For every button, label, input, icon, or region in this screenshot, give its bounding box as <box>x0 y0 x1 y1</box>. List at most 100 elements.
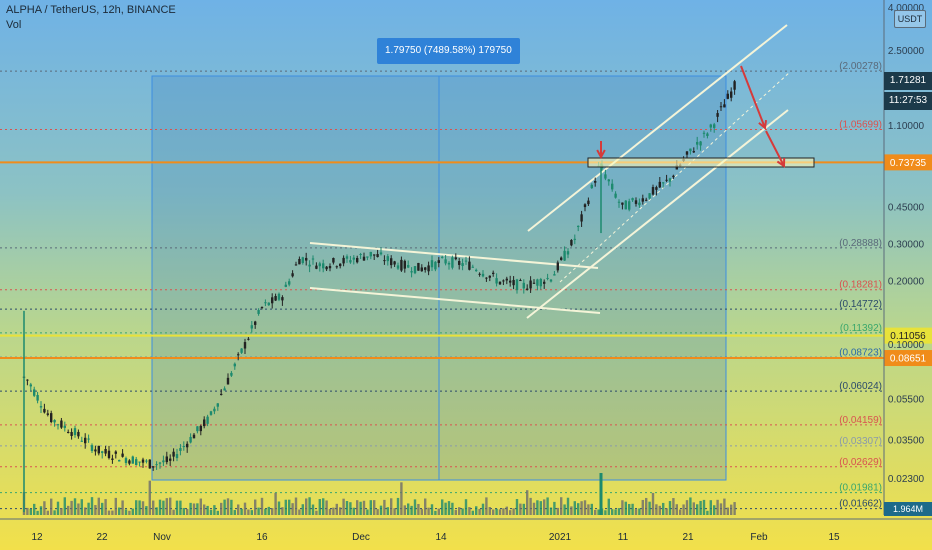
candle-body-92 <box>335 266 338 268</box>
volume-bar-53 <box>203 504 206 515</box>
candle-body-51 <box>196 426 199 432</box>
volume-bar-22 <box>97 497 100 515</box>
volume-bar-32 <box>131 508 134 515</box>
volume-bar-200 <box>702 499 706 515</box>
volume-bar-179 <box>631 503 634 515</box>
candle-body-14 <box>70 431 73 436</box>
volume-bar-62 <box>233 510 236 515</box>
candle-body-207 <box>726 93 729 99</box>
volume-bar-100 <box>362 500 366 515</box>
volume-bar-50 <box>192 503 196 515</box>
volume-bar-121 <box>434 510 437 515</box>
volume-bar-131 <box>468 507 471 515</box>
candle-body-202 <box>709 124 712 128</box>
candle-body-131 <box>468 261 471 270</box>
candle-body-158 <box>560 257 563 260</box>
volume-bar-54 <box>206 505 209 515</box>
currency-badge[interactable]: USDT <box>894 10 926 28</box>
candle-body-9 <box>53 420 56 423</box>
candle-body-181 <box>638 202 641 206</box>
volume-bar-146 <box>519 503 522 515</box>
candle-body-45 <box>175 454 179 459</box>
volume-bar-111 <box>400 482 403 515</box>
candle-body-161 <box>570 240 573 246</box>
volume-bar-152 <box>539 501 542 515</box>
candle-body-182 <box>641 198 644 202</box>
volume-bar-69 <box>257 507 260 515</box>
volume-bar-155 <box>549 507 553 515</box>
candle-body-32 <box>131 456 134 464</box>
volume-bar-135 <box>481 503 485 515</box>
volume-bar-133 <box>475 506 478 515</box>
level-value-9: 0.08651 <box>890 354 927 365</box>
volume-bar-66 <box>247 509 250 515</box>
candle-body-208 <box>730 91 733 98</box>
candle-body-73 <box>271 297 274 304</box>
candle-body-100 <box>362 256 366 261</box>
candle-body-116 <box>417 262 420 271</box>
volume-bar-144 <box>512 508 515 515</box>
volume-bar-89 <box>325 500 328 515</box>
volume-bar-204 <box>716 499 719 515</box>
volume-bar-122 <box>437 508 440 515</box>
candle-body-175 <box>617 201 621 203</box>
candle-body-70 <box>260 307 264 309</box>
volume-bar-59 <box>223 499 226 515</box>
candle-body-58 <box>220 393 223 395</box>
candle-body-122 <box>437 260 440 263</box>
volume-indicator-label[interactable]: Vol <box>6 19 22 31</box>
candle-body-114 <box>410 271 413 273</box>
candle-body-62 <box>233 363 236 367</box>
candle-body-46 <box>179 448 182 451</box>
candle-body-56 <box>213 408 216 412</box>
annotations <box>587 65 815 168</box>
candle-body-23 <box>101 451 104 453</box>
level-badge-7 <box>884 327 932 344</box>
candle-body-185 <box>651 187 655 195</box>
candle-body-103 <box>373 254 376 256</box>
volume-bar-167 <box>590 503 593 515</box>
volume-bar-20 <box>90 497 94 515</box>
candle-body-18 <box>84 437 87 444</box>
volume-bar-181 <box>638 508 641 515</box>
volume-bar-81 <box>298 509 301 515</box>
candle-body-74 <box>274 296 277 301</box>
candle-body-81 <box>298 258 301 265</box>
volume-bar-23 <box>101 502 104 515</box>
candle-body-111 <box>400 259 403 271</box>
volume-bar-162 <box>573 501 576 515</box>
volume-bar-27 <box>114 497 117 515</box>
candle-body-91 <box>332 258 335 263</box>
candle-body-137 <box>488 275 491 278</box>
candle-body-108 <box>390 258 393 266</box>
candle-body-69 <box>257 310 260 314</box>
symbol-title[interactable]: ALPHA / TetherUS, 12h, BINANCE <box>6 4 176 16</box>
volume-bar-134 <box>478 508 481 515</box>
level-value-14: (0.01981) <box>839 483 882 494</box>
volume-bar-137 <box>488 507 491 515</box>
candle-body-67 <box>250 325 253 329</box>
volume-bar-60 <box>226 498 230 515</box>
volume-bar-99 <box>359 501 362 515</box>
volume-bar-132 <box>471 510 474 515</box>
price-tick-1: 2.50000 <box>888 46 925 57</box>
down-arrow-breakout-head <box>596 149 606 160</box>
candle-body-28 <box>118 460 121 462</box>
volume-bar-120 <box>430 504 434 515</box>
candle-body-136 <box>485 277 488 279</box>
candle-body-203 <box>713 124 716 128</box>
volume-bar-63 <box>237 504 240 515</box>
candle-body-145 <box>515 279 519 291</box>
volume-bar-73 <box>271 508 274 515</box>
candle-body-121 <box>434 261 437 270</box>
date-tick-9: Feb <box>750 532 768 543</box>
candle-body-186 <box>655 187 658 190</box>
volume-bar-191 <box>672 498 675 515</box>
candle-body-199 <box>699 141 702 146</box>
volume-bar-46 <box>179 500 182 515</box>
candle-body-174 <box>614 193 617 198</box>
volume-bar-129 <box>461 508 464 515</box>
candle-body-190 <box>668 178 672 182</box>
date-tick-2: Nov <box>153 532 171 543</box>
candle-body-129 <box>461 263 464 266</box>
